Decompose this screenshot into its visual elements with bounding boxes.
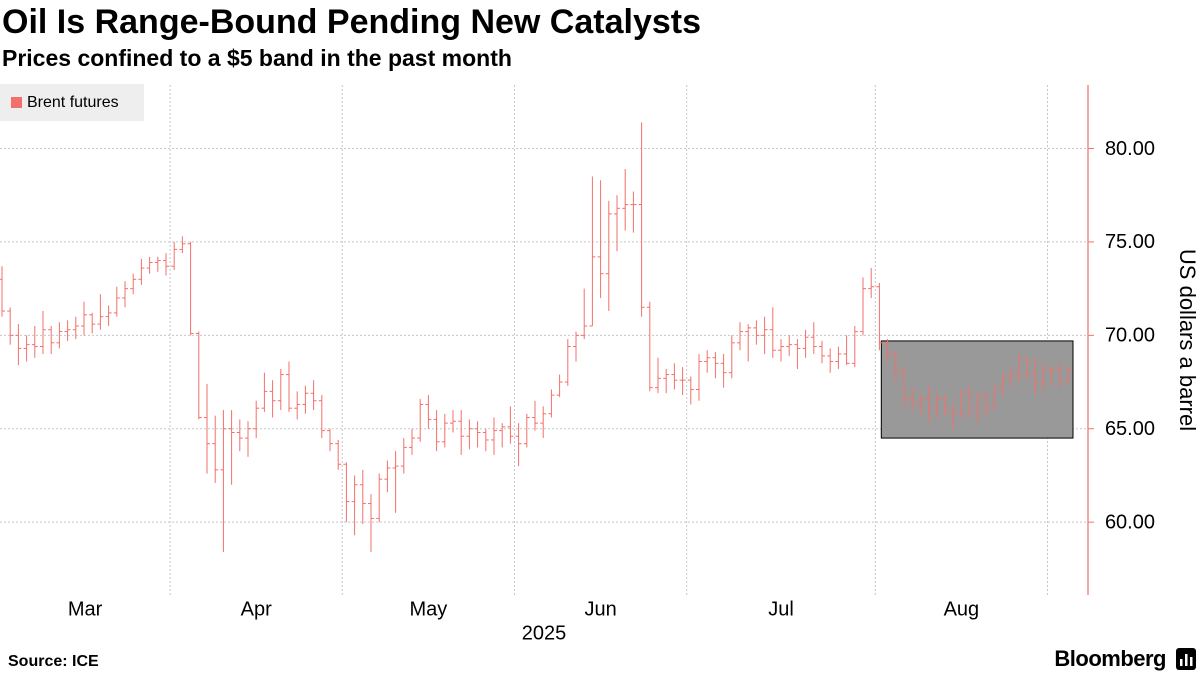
axes: 60.00 65.00 70.00 75.00 80.00 Mar Apr May Jun Jul… <box>68 85 1155 620</box>
x-tick-label: Aug <box>944 598 980 620</box>
x-tick-label: Jul <box>768 598 794 620</box>
x-tick-label: May <box>410 598 448 620</box>
brand-icon-bar <box>1180 659 1183 666</box>
grid <box>0 85 1088 595</box>
x-axis-title: 2025 <box>522 622 567 644</box>
legend-swatch <box>11 97 22 108</box>
y-axis-title: US dollars a barrel <box>1175 249 1200 431</box>
y-tick-label: 80.00 <box>1105 138 1155 160</box>
x-tick-label: Mar <box>68 598 103 620</box>
brand: Bloomberg <box>1054 646 1166 671</box>
y-tick-label: 65.00 <box>1105 418 1155 440</box>
highlight-layer <box>880 340 1074 439</box>
x-tick-label: Jun <box>584 598 616 620</box>
source: Source: ICE <box>8 653 99 670</box>
brand-icon-bar <box>1190 657 1193 666</box>
chart-subtitle: Prices confined to a $5 band in the past… <box>2 45 512 71</box>
highlight-band <box>880 340 1074 439</box>
brand-icon <box>1176 648 1196 670</box>
chart-title: Oil Is Range-Bound Pending New Catalysts <box>2 3 701 41</box>
x-tick-label: Apr <box>241 598 272 620</box>
y-tick-label: 70.00 <box>1105 325 1155 347</box>
bars <box>0 122 1071 553</box>
legend-background <box>0 84 144 121</box>
brand-icon-bar <box>1185 654 1188 666</box>
y-tick-label: 60.00 <box>1105 511 1155 533</box>
legend: Brent futures <box>0 84 144 121</box>
legend-label: Brent futures <box>27 94 119 111</box>
y-tick-label: 75.00 <box>1105 231 1155 253</box>
